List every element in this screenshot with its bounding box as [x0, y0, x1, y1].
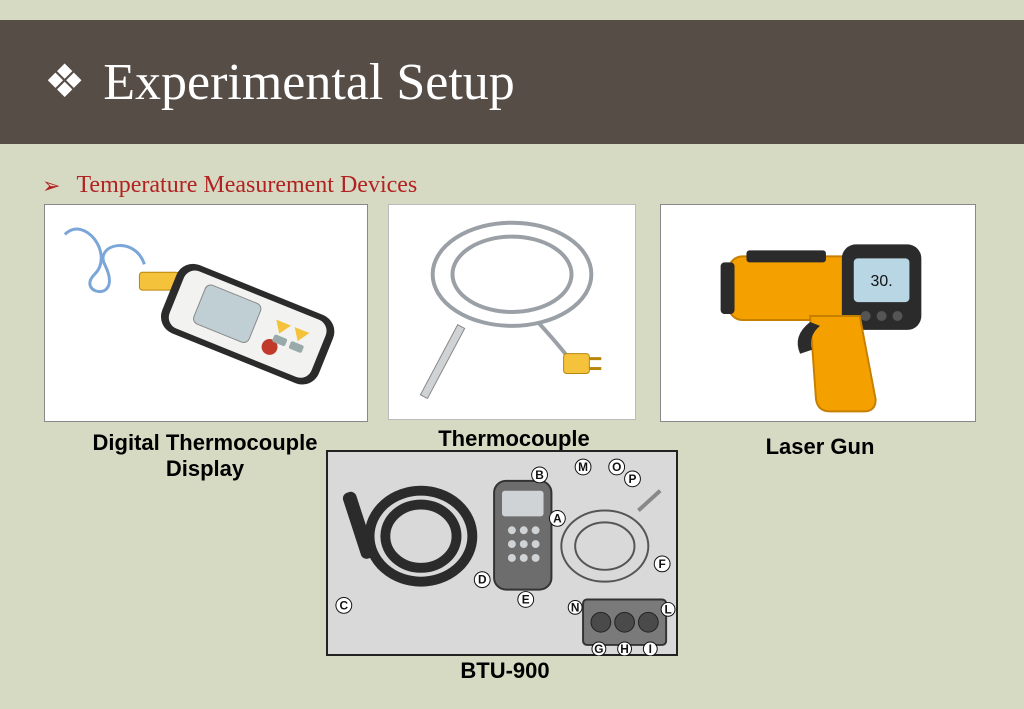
svg-text:H: H [620, 642, 629, 656]
image-card-digital-thermocouple [44, 204, 368, 422]
svg-text:M: M [578, 460, 588, 474]
svg-text:I: I [649, 642, 652, 656]
caption-thermocouple: Thermocouple [414, 426, 614, 452]
caption-laser-gun: Laser Gun [740, 434, 900, 460]
svg-text:L: L [664, 602, 671, 616]
svg-text:O: O [612, 460, 621, 474]
svg-text:30.: 30. [871, 273, 893, 290]
svg-text:D: D [478, 573, 487, 587]
svg-text:P: P [629, 472, 637, 486]
svg-text:C: C [340, 598, 349, 612]
laser-gun-icon: 30. [661, 204, 975, 422]
svg-text:F: F [659, 557, 666, 571]
title-band: ❖ Experimental Setup [0, 20, 1024, 144]
digital-thermocouple-icon [45, 204, 367, 422]
svg-text:E: E [522, 592, 530, 606]
slide-title: Experimental Setup [103, 53, 515, 112]
svg-text:G: G [594, 642, 603, 656]
thermocouple-icon [389, 204, 635, 420]
svg-text:B: B [535, 468, 544, 482]
image-card-btu900: C B A E D F M O P N G H I L [326, 450, 678, 656]
btu900-icon: C B A E D F M O P N G H I L [328, 450, 676, 656]
svg-text:A: A [553, 511, 562, 525]
diamond-bullet-icon: ❖ [44, 59, 85, 105]
subheading-text: Temperature Measurement Devices [76, 172, 417, 199]
subheading-row: ➢ Temperature Measurement Devices [42, 172, 417, 199]
image-card-thermocouple [388, 204, 636, 420]
content-area: ➢ Temperature Measurement Devices Digita… [20, 158, 1004, 688]
caption-btu900: BTU-900 [430, 658, 580, 684]
caption-digital-thermocouple: Digital Thermocouple Display [60, 430, 350, 482]
image-card-laser-gun: 30. [660, 204, 976, 422]
svg-text:N: N [571, 600, 580, 614]
arrow-bullet-icon: ➢ [42, 173, 60, 199]
